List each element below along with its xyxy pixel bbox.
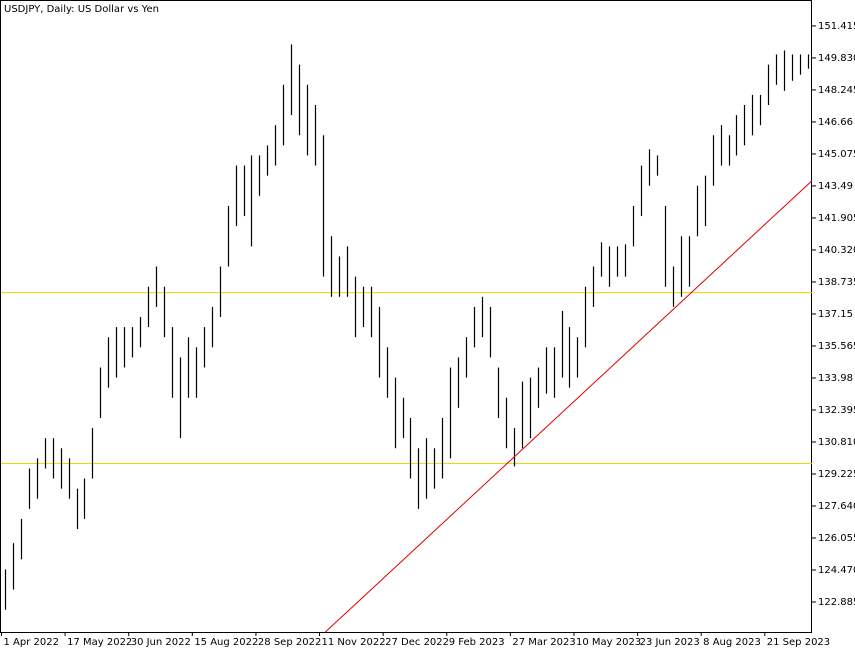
y-tick-label: 127.640 <box>818 501 855 512</box>
x-tick-label: 23 Jun 2023 <box>640 637 700 648</box>
y-tick-label: 145.075 <box>818 149 855 160</box>
y-tick-label: 126.055 <box>818 533 855 544</box>
trend-line <box>325 180 813 633</box>
y-tick-label: 148.245 <box>818 85 855 96</box>
x-tick-label: 9 Feb 2023 <box>449 637 505 648</box>
y-tick-label: 129.225 <box>818 469 855 480</box>
x-tick-label: 11 Nov 2022 <box>322 637 386 648</box>
y-tick-label: 135.565 <box>818 341 855 352</box>
x-tick-label: 21 Sep 2023 <box>767 637 830 648</box>
x-tick-label: 27 Mar 2023 <box>512 637 575 648</box>
y-tick-label: 122.885 <box>818 597 855 608</box>
y-tick-label: 133.98 <box>818 373 853 384</box>
x-tick-label: 27 Dec 2022 <box>385 637 449 648</box>
x-tick-label: 8 Aug 2023 <box>703 637 761 648</box>
y-tick-label: 146.66 <box>818 117 853 128</box>
y-tick-label: 132.395 <box>818 405 855 416</box>
x-tick-label: 28 Sep 2022 <box>258 637 321 648</box>
x-tick-label: 10 May 2023 <box>576 637 641 648</box>
y-tick-label: 137.15 <box>818 309 853 320</box>
y-tick-label: 140.320 <box>818 245 855 256</box>
y-tick-label: 143.49 <box>818 181 853 192</box>
y-tick-label: 138.735 <box>818 277 855 288</box>
x-tick-label: 17 May 2022 <box>67 637 132 648</box>
plot-border <box>0 0 812 633</box>
chart-title: USDJPY, Daily: US Dollar vs Yen <box>4 4 159 15</box>
x-tick-label: 1 Apr 2022 <box>4 637 59 648</box>
y-tick-label: 151.415 <box>818 21 855 32</box>
y-tick-label: 124.470 <box>818 565 855 576</box>
y-tick-label: 141.905 <box>818 213 855 224</box>
y-tick-label: 149.830 <box>818 53 855 64</box>
x-tick-label: 30 Jun 2022 <box>131 637 191 648</box>
x-tick-label: 15 Aug 2022 <box>194 637 258 648</box>
y-tick-label: 130.810 <box>818 437 855 448</box>
